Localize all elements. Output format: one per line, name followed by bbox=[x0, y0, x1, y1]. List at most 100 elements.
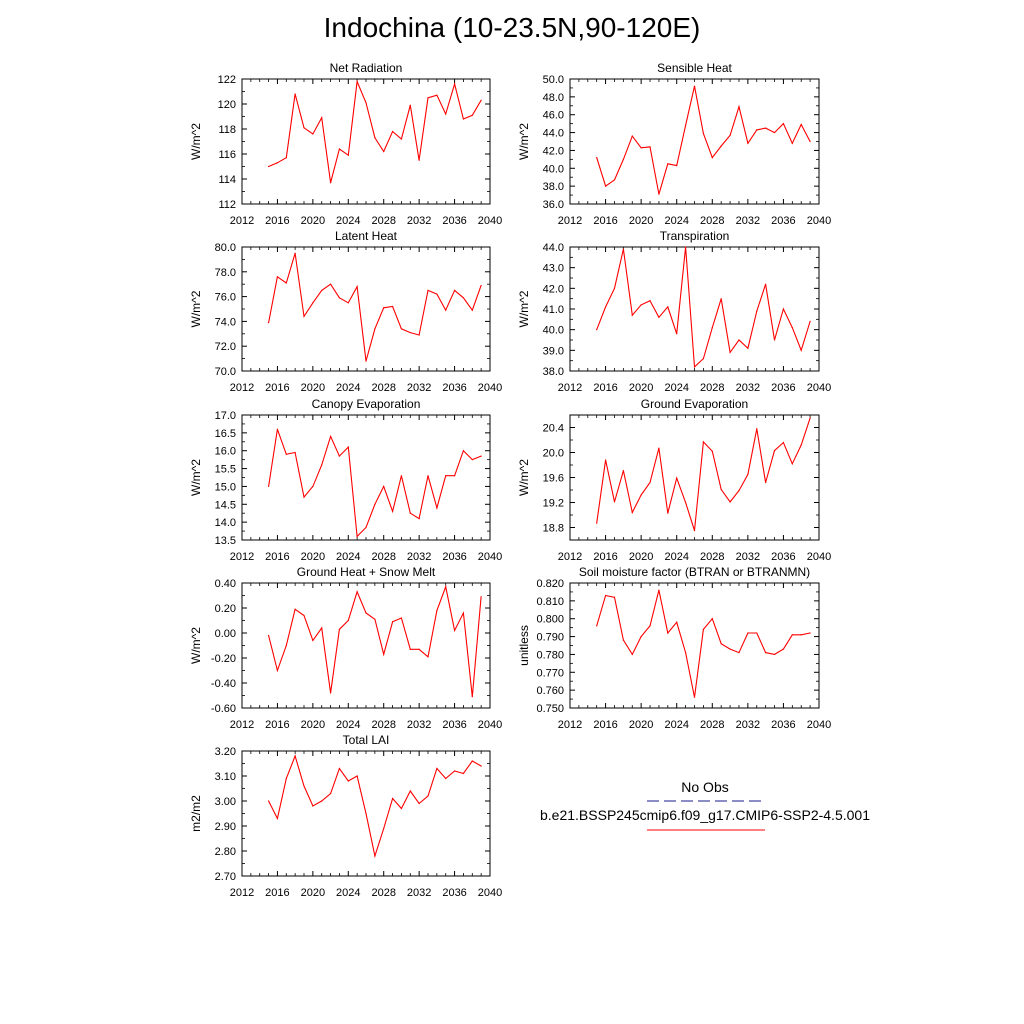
x-tick-label: 2032 bbox=[736, 551, 760, 563]
data-point bbox=[267, 485, 270, 488]
data-point bbox=[622, 248, 624, 250]
data-point bbox=[471, 309, 473, 311]
data-point bbox=[747, 632, 749, 634]
x-tick-label: 2024 bbox=[336, 215, 360, 227]
y-axis-label: m2/m2 bbox=[189, 795, 203, 832]
data-point bbox=[338, 628, 341, 630]
x-tick-label: 2020 bbox=[301, 215, 325, 227]
data-point bbox=[338, 297, 341, 299]
x-tick-label: 2032 bbox=[736, 215, 760, 227]
data-point bbox=[400, 328, 403, 330]
y-tick-label: 44.0 bbox=[543, 128, 564, 140]
data-point bbox=[418, 517, 420, 520]
legend-label-model-run: b.e21.BSSP245cmip6.f09_g17.CMIP6-SSP2-4.… bbox=[540, 807, 870, 823]
y-axis-label: unitless bbox=[517, 625, 531, 666]
data-point bbox=[613, 501, 616, 503]
data-point bbox=[347, 154, 349, 156]
data-point bbox=[294, 755, 296, 757]
data-point bbox=[409, 512, 411, 514]
data-point bbox=[374, 855, 376, 857]
data-point bbox=[365, 526, 367, 529]
data-point bbox=[409, 104, 411, 106]
series-line bbox=[268, 754, 482, 859]
data-point bbox=[596, 522, 598, 524]
x-tick-label: 2020 bbox=[301, 551, 325, 563]
series-line bbox=[596, 246, 811, 369]
data-point bbox=[471, 114, 473, 116]
data-point bbox=[391, 510, 394, 513]
data-point bbox=[285, 282, 287, 284]
data-point bbox=[622, 639, 624, 641]
x-tick-label: 2020 bbox=[629, 719, 653, 731]
data-point bbox=[267, 800, 270, 802]
data-point bbox=[658, 447, 660, 449]
y-tick-label: 76.0 bbox=[215, 292, 236, 304]
y-axis-label: W/m^2 bbox=[517, 459, 531, 496]
data-point bbox=[312, 639, 314, 642]
data-point bbox=[800, 634, 802, 636]
data-point bbox=[329, 435, 332, 438]
data-point bbox=[693, 366, 696, 368]
data-point bbox=[676, 477, 678, 479]
y-tick-label: 0.20 bbox=[215, 603, 236, 615]
data-point bbox=[738, 490, 740, 492]
data-point bbox=[800, 123, 802, 126]
x-tick-label: 2012 bbox=[230, 382, 254, 394]
data-point bbox=[711, 618, 713, 620]
x-tick-label: 2036 bbox=[442, 719, 466, 731]
data-point bbox=[596, 625, 598, 627]
x-tick-label: 2036 bbox=[771, 719, 795, 731]
data-point bbox=[356, 775, 358, 777]
y-tick-label: 0.40 bbox=[215, 578, 236, 590]
data-point bbox=[720, 298, 722, 300]
x-tick-label: 2016 bbox=[593, 382, 617, 394]
data-point bbox=[640, 635, 642, 638]
data-point bbox=[667, 306, 669, 308]
data-point bbox=[471, 760, 473, 762]
data-point bbox=[613, 596, 616, 598]
y-tick-label: 43.0 bbox=[543, 263, 564, 275]
y-tick-label: 36.0 bbox=[543, 199, 564, 211]
data-point bbox=[303, 496, 305, 498]
data-point bbox=[729, 351, 731, 353]
data-point bbox=[312, 302, 314, 304]
x-tick-label: 2016 bbox=[265, 719, 289, 731]
data-point bbox=[374, 618, 376, 620]
y-tick-label: 72.0 bbox=[215, 341, 236, 353]
data-point bbox=[303, 127, 305, 129]
data-point bbox=[365, 102, 367, 104]
y-tick-label: 18.8 bbox=[543, 523, 564, 535]
data-point bbox=[321, 627, 323, 629]
data-point bbox=[400, 138, 403, 140]
x-tick-label: 2020 bbox=[301, 382, 325, 394]
data-point bbox=[276, 162, 279, 164]
data-point bbox=[631, 135, 633, 137]
y-tick-label: 2.70 bbox=[215, 871, 236, 883]
y-tick-label: 118 bbox=[218, 124, 236, 136]
data-point bbox=[427, 795, 429, 797]
y-tick-label: 20.0 bbox=[543, 448, 564, 460]
panel-title: Ground Heat + Snow Melt bbox=[297, 565, 436, 579]
data-point bbox=[453, 770, 456, 772]
x-tick-label: 2028 bbox=[371, 382, 395, 394]
data-point bbox=[321, 289, 323, 291]
y-tick-label: 44.0 bbox=[543, 242, 564, 254]
data-point bbox=[791, 327, 793, 329]
data-point bbox=[604, 185, 607, 187]
data-point bbox=[676, 621, 678, 623]
x-tick-label: 2016 bbox=[265, 887, 289, 899]
data-point bbox=[658, 316, 660, 318]
x-tick-label: 2024 bbox=[664, 719, 688, 731]
data-point bbox=[480, 99, 482, 101]
data-point bbox=[773, 450, 776, 452]
data-point bbox=[693, 85, 696, 87]
data-point bbox=[436, 293, 438, 295]
chart-panel-8: 2012 2016 2020 2024 2028 2032 2036 2040 2.70 2.80… bbox=[189, 733, 502, 899]
data-point bbox=[756, 632, 758, 634]
data-point bbox=[321, 117, 323, 119]
data-point bbox=[347, 619, 349, 622]
y-axis-label: W/m^2 bbox=[517, 290, 531, 327]
x-tick-label: 2024 bbox=[336, 551, 360, 563]
legend-label-no-obs: No Obs bbox=[681, 779, 729, 795]
chart-panel-2: 2012 2016 2020 2024 2028 2032 2036 2040 70.0 72.0… bbox=[189, 229, 502, 394]
